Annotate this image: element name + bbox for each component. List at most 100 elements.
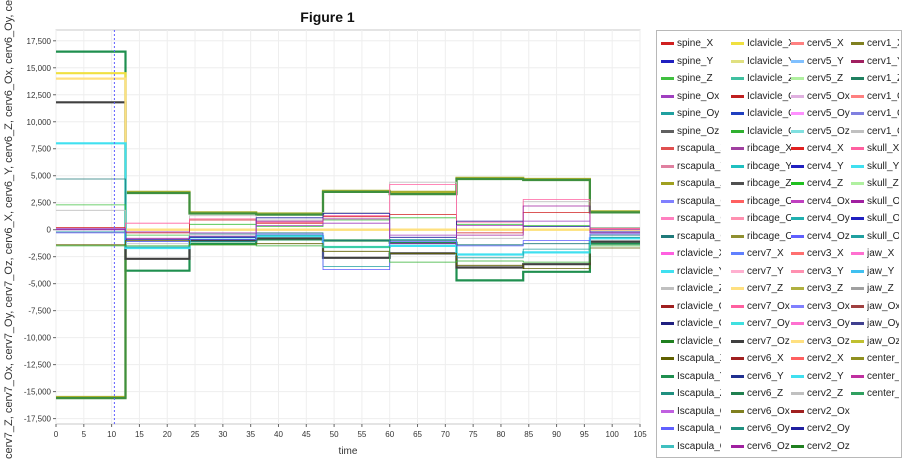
legend-entry[interactable]: cerv7_Oy [731,315,791,332]
legend-entry[interactable]: Iscapula_Oz [661,438,721,455]
legend-entry[interactable]: ribcage_Oy [731,210,791,227]
legend-entry[interactable]: cerv3_X [791,245,851,262]
legend-entry[interactable]: ribcage_Oz [731,228,791,245]
legend-entry[interactable]: cerv3_Y [791,263,851,280]
legend-entry[interactable]: jaw_Y [851,263,899,280]
legend-entry[interactable]: cerv1_X [851,35,899,52]
legend-entry[interactable]: skull_Oy [851,210,899,227]
legend-entry[interactable]: cerv6_X [731,350,791,367]
legend-entry[interactable]: cerv3_Z [791,280,851,297]
legend-entry[interactable]: rclavicle_Oz [661,333,721,350]
legend-entry[interactable]: ribcage_Ox [731,193,791,210]
legend-entry[interactable]: cerv5_Z [791,70,851,87]
legend-entry[interactable]: spine_Oz [661,123,721,140]
legend-entry[interactable]: cerv1_Oy [851,105,899,122]
legend-entry[interactable]: rscapula_Z [661,175,721,192]
legend-entry[interactable]: jaw_Oz [851,333,899,350]
legend-entry[interactable]: cerv7_Y [731,263,791,280]
legend-entry[interactable]: rclavicle_Ox [661,298,721,315]
legend-entry[interactable]: cerv7_Oz [731,333,791,350]
legend-entry[interactable]: cerv2_Y [791,368,851,385]
legend-entry[interactable]: Iscapula_Y [661,368,721,385]
legend-entry[interactable]: Iclavicle_Z [731,70,791,87]
legend-entry[interactable]: rscapula_Y [661,158,721,175]
legend-entry[interactable]: ribcage_Z [731,175,791,192]
legend-entry[interactable]: cerv4_Oy [791,210,851,227]
legend-entry[interactable]: cerv5_X [791,35,851,52]
legend-entry[interactable]: cerv3_Ox [791,298,851,315]
legend-entry[interactable]: skull_Ox [851,193,899,210]
legend-entry[interactable]: cerv4_Y [791,158,851,175]
legend-entry[interactable]: spine_Ox [661,88,721,105]
legend-entry[interactable]: rclavicle_X [661,245,721,262]
legend[interactable]: spine_X spine_Y spine_Z spine_Ox spine_Oy spi… [656,30,902,458]
legend-swatch [661,112,674,115]
legend-entry[interactable]: spine_Y [661,53,721,70]
legend-swatch [731,234,744,238]
legend-entry[interactable]: Iclavicle_Y [731,53,791,70]
legend-entry[interactable]: cerv6_Oz [731,438,791,455]
x-tick-label: 90 [552,430,561,439]
legend-entry[interactable]: center_of_mass_ [851,350,899,367]
legend-entry[interactable]: cerv3_Oz [791,333,851,350]
legend-entry[interactable]: cerv5_Oy [791,105,851,122]
legend-entry[interactable]: Iclavicle_X [731,35,791,52]
legend-entry[interactable]: spine_Oy [661,105,721,122]
legend-entry[interactable]: cerv4_Oz [791,228,851,245]
legend-entry[interactable]: Iclavicle_Oz [731,123,791,140]
legend-entry[interactable]: cerv2_Oy [791,420,851,437]
legend-entry[interactable]: rclavicle_Z [661,280,721,297]
legend-entry[interactable]: cerv2_Z [791,385,851,402]
legend-entry[interactable]: Iscapula_Ox [661,403,721,420]
legend-entry[interactable]: skull_Oz [851,228,899,245]
legend-entry[interactable]: cerv1_Y [851,53,899,70]
legend-entry[interactable]: Iscapula_Z [661,385,721,402]
legend-entry[interactable]: cerv1_Oz [851,123,899,140]
legend-entry[interactable]: cerv6_Ox [731,403,791,420]
legend-entry[interactable]: cerv3_Oy [791,315,851,332]
legend-entry[interactable]: jaw_Z [851,280,899,297]
legend-entry[interactable]: jaw_Ox [851,298,899,315]
legend-entry[interactable]: cerv5_Y [791,53,851,70]
legend-entry[interactable]: cerv4_X [791,140,851,157]
legend-entry[interactable]: Iclavicle_Oy [731,105,791,122]
legend-entry[interactable]: spine_X [661,35,721,52]
legend-entry[interactable]: cerv6_Z [731,385,791,402]
legend-entry[interactable]: cerv1_Z [851,70,899,87]
legend-entry[interactable]: cerv7_Z [731,280,791,297]
legend-entry[interactable]: center_of_mass_ [851,385,899,402]
legend-label: cerv5_Z [807,73,844,84]
legend-entry[interactable]: cerv7_X [731,245,791,262]
legend-entry[interactable]: spine_Z [661,70,721,87]
legend-entry[interactable]: skull_X [851,140,899,157]
legend-entry[interactable]: Iscapula_Oy [661,420,721,437]
legend-entry[interactable]: cerv6_Y [731,368,791,385]
chart[interactable]: 0 5 10 15 20 25 30 35 40 45 50 55 60 65 70 75 80 85 90 95 10… [0,0,655,459]
legend-entry[interactable]: Iscapula_X [661,350,721,367]
legend-entry[interactable]: rclavicle_Oy [661,315,721,332]
legend-entry[interactable]: rscapula_X [661,140,721,157]
legend-entry[interactable]: ribcage_Y [731,158,791,175]
legend-entry[interactable]: skull_Z [851,175,899,192]
legend-entry[interactable]: cerv2_Oz [791,438,851,455]
legend-entry[interactable]: rclavicle_Y [661,263,721,280]
legend-entry[interactable]: cerv4_Z [791,175,851,192]
legend-entry[interactable]: cerv2_Ox [791,403,851,420]
legend-entry[interactable]: Iclavicle_Ox [731,88,791,105]
legend-entry[interactable]: jaw_Oy [851,315,899,332]
legend-entry[interactable]: center_of_mass_ [851,368,899,385]
legend-entry[interactable]: cerv2_X [791,350,851,367]
legend-entry[interactable]: cerv7_Ox [731,298,791,315]
legend-entry[interactable]: skull_Y [851,158,899,175]
legend-entry[interactable]: cerv4_Ox [791,193,851,210]
legend-entry[interactable]: cerv1_Ox [851,88,899,105]
legend-entry[interactable]: jaw_X [851,245,899,262]
plot-area[interactable]: Figure 1 cerv7_Z, cerv7_Ox, cerv7_Oy, ce… [0,0,655,459]
legend-entry[interactable]: cerv5_Oz [791,123,851,140]
legend-entry[interactable]: rscapula_Oy [661,210,721,227]
legend-entry[interactable]: rscapula_Ox [661,193,721,210]
legend-entry[interactable]: rscapula_Oz [661,228,721,245]
legend-entry[interactable]: cerv5_Ox [791,88,851,105]
legend-entry[interactable]: cerv6_Oy [731,420,791,437]
legend-entry[interactable]: ribcage_X [731,140,791,157]
